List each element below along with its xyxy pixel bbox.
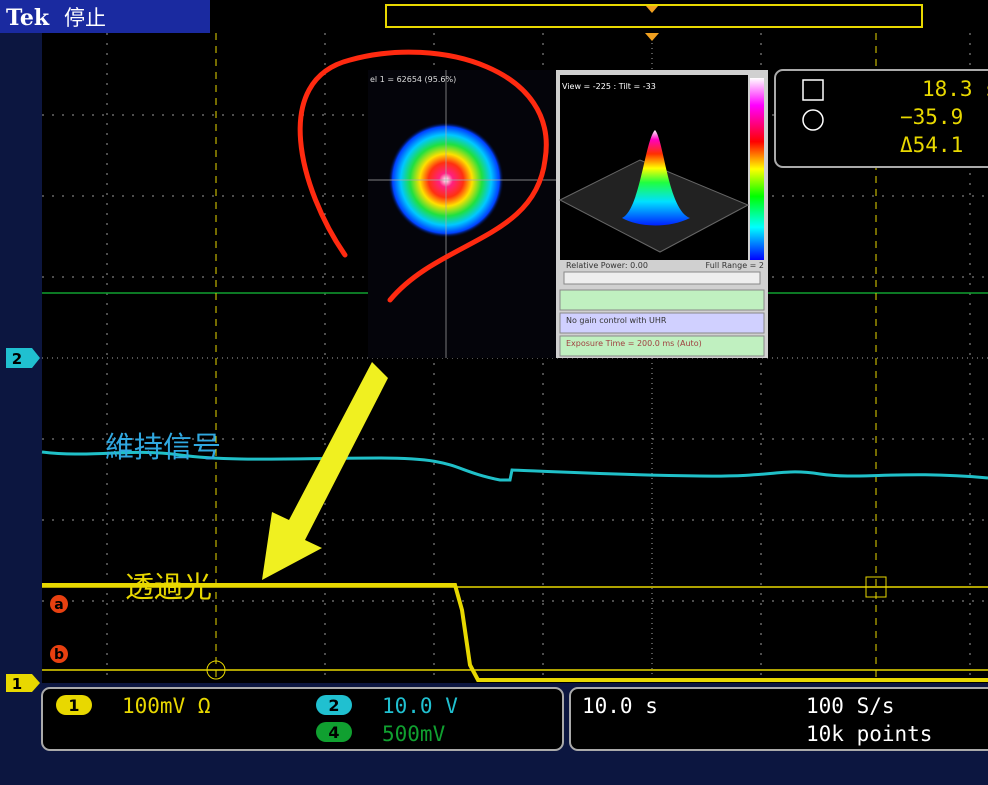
channel-readout bbox=[42, 688, 563, 750]
hold-signal-label: 維持信号 bbox=[105, 430, 221, 464]
ref-a-text: a bbox=[54, 597, 63, 613]
beam-caption: el 1 = 62654 (95.6%) bbox=[370, 75, 456, 84]
slider[interactable] bbox=[560, 290, 764, 310]
view-caption: View = -225 : Tilt = -33 bbox=[562, 82, 656, 91]
cursor-value: 18.3 s bbox=[922, 77, 988, 101]
brand: Tek bbox=[6, 5, 50, 31]
ch4-number: 4 bbox=[328, 723, 339, 742]
ch2-scale: 10.0 V bbox=[382, 694, 458, 718]
time-scale: 10.0 s bbox=[582, 694, 658, 718]
cursor-value: −35.9 bbox=[900, 105, 963, 129]
oscilloscope-screen: Tek 停止 el 1 = 62654 (95.6%) View = -225 … bbox=[0, 0, 988, 785]
power-field bbox=[564, 272, 760, 284]
ch1-scale: 100mV Ω bbox=[122, 694, 211, 718]
run-status: 停止 bbox=[64, 6, 106, 30]
range-label: Full Range = 2 bbox=[706, 261, 764, 270]
cursor-delta: Δ54.1 bbox=[900, 133, 963, 157]
ch2-marker-text: 2 bbox=[12, 350, 22, 368]
color-scale bbox=[750, 78, 764, 260]
ch2-number: 2 bbox=[328, 696, 339, 715]
ref-b-text: b bbox=[54, 647, 64, 663]
transmitted-label: 透過光 bbox=[125, 570, 212, 604]
ch4-scale: 500mV bbox=[382, 722, 446, 746]
sample-rate: 100 S/s bbox=[806, 694, 895, 718]
ch1-marker-text: 1 bbox=[12, 675, 22, 693]
power-label: Relative Power: 0.00 bbox=[566, 261, 648, 270]
record-length: 10k points bbox=[806, 722, 932, 746]
exposure-label: Exposure Time = 200.0 ms (Auto) bbox=[566, 339, 702, 348]
ch1-number: 1 bbox=[68, 696, 79, 715]
gain-label: No gain control with UHR bbox=[566, 316, 667, 325]
